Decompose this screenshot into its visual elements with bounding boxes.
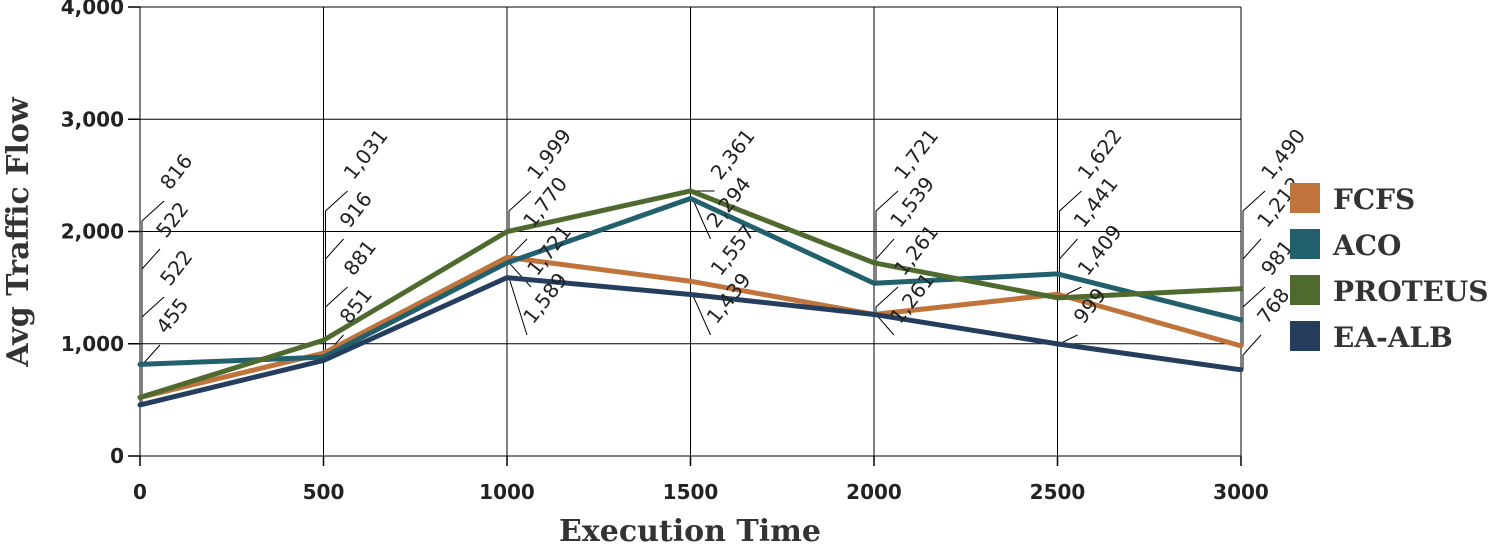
label-leader-line bbox=[692, 198, 711, 240]
data-label-aco: 816 bbox=[155, 149, 197, 194]
data-label-proteus: 1,999 bbox=[522, 124, 576, 184]
y-tick-label: 0 bbox=[110, 444, 124, 468]
series-line-ea-alb bbox=[137, 275, 1244, 408]
x-axis-ticks: 0 500 1000 1500 2000 2500 3000 bbox=[133, 480, 1269, 504]
data-label-ea-alb: 768 bbox=[1252, 283, 1294, 328]
data-label-proteus: 1,721 bbox=[889, 124, 943, 184]
legend-swatch-fcfs bbox=[1290, 183, 1320, 213]
data-label-aco: 1,721 bbox=[522, 220, 576, 280]
label-leader-line bbox=[508, 190, 532, 232]
data-label-fcfs: 522 bbox=[155, 245, 197, 290]
label-leader-line bbox=[1059, 190, 1082, 274]
grid bbox=[128, 6, 1242, 466]
data-label-ea-alb: 455 bbox=[151, 293, 193, 338]
label-leader-line bbox=[875, 190, 899, 263]
x-tick-label: 1500 bbox=[663, 480, 719, 504]
legend-label-proteus: PROTEUS bbox=[1333, 275, 1489, 308]
x-tick-label: 1000 bbox=[479, 480, 535, 504]
data-label-fcfs: 916 bbox=[335, 187, 377, 232]
x-tick-label: 2500 bbox=[1030, 480, 1086, 504]
data-label-proteus: 2,361 bbox=[706, 124, 760, 184]
data-label-proteus: 1,490 bbox=[1256, 124, 1310, 184]
legend-label-ea-alb: EA-ALB bbox=[1333, 321, 1453, 354]
label-leader-line bbox=[508, 277, 528, 336]
data-label-aco: 881 bbox=[339, 235, 381, 280]
label-leader-line bbox=[1242, 334, 1262, 370]
y-tick-label: 3,000 bbox=[61, 107, 124, 131]
legend-label-fcfs: FCFS bbox=[1333, 183, 1415, 216]
data-label-ea-alb: 851 bbox=[335, 283, 377, 328]
y-tick-label: 4,000 bbox=[61, 0, 124, 19]
y-axis-ticks: 0 1,000 2,000 3,000 4,000 bbox=[61, 0, 124, 468]
series-line-fcfs bbox=[137, 254, 1244, 400]
series-line-proteus bbox=[137, 188, 1244, 400]
label-leader-line bbox=[141, 200, 165, 365]
data-label-proteus: 1,031 bbox=[339, 124, 393, 184]
label-leader-line bbox=[875, 314, 895, 336]
legend-label-aco: ACO bbox=[1332, 229, 1401, 262]
data-label-aco: 1,539 bbox=[885, 172, 939, 232]
y-tick-label: 2,000 bbox=[61, 220, 124, 244]
x-tick-label: 2000 bbox=[846, 480, 902, 504]
x-axis-title: Execution Time bbox=[559, 514, 821, 547]
label-leader-line bbox=[508, 238, 528, 258]
data-label-fcfs: 1,441 bbox=[1069, 172, 1123, 232]
label-leader-line bbox=[1242, 190, 1266, 289]
legend-swatch-ea-alb bbox=[1290, 321, 1320, 351]
label-leader-line bbox=[508, 262, 532, 288]
label-leader-line bbox=[692, 294, 711, 336]
legend-swatch-aco bbox=[1290, 229, 1320, 259]
series-lines bbox=[137, 188, 1244, 408]
series-line-aco bbox=[137, 195, 1244, 367]
y-axis-title: Avg Traffic Flow bbox=[1, 96, 36, 368]
data-label-proteus: 522 bbox=[151, 197, 193, 242]
x-tick-label: 0 bbox=[133, 480, 147, 504]
x-tick-label: 3000 bbox=[1213, 480, 1269, 504]
data-label-fcfs: 1,557 bbox=[706, 220, 760, 280]
x-tick-label: 500 bbox=[303, 480, 345, 504]
data-label-proteus: 1,409 bbox=[1073, 220, 1127, 280]
legend-swatch-proteus bbox=[1290, 275, 1320, 305]
label-leader-line bbox=[325, 190, 348, 341]
legend: FCFS ACO PROTEUS EA-ALB bbox=[1290, 183, 1489, 354]
data-label-aco: 1,622 bbox=[1073, 124, 1127, 184]
y-tick-label: 1,000 bbox=[61, 332, 124, 356]
